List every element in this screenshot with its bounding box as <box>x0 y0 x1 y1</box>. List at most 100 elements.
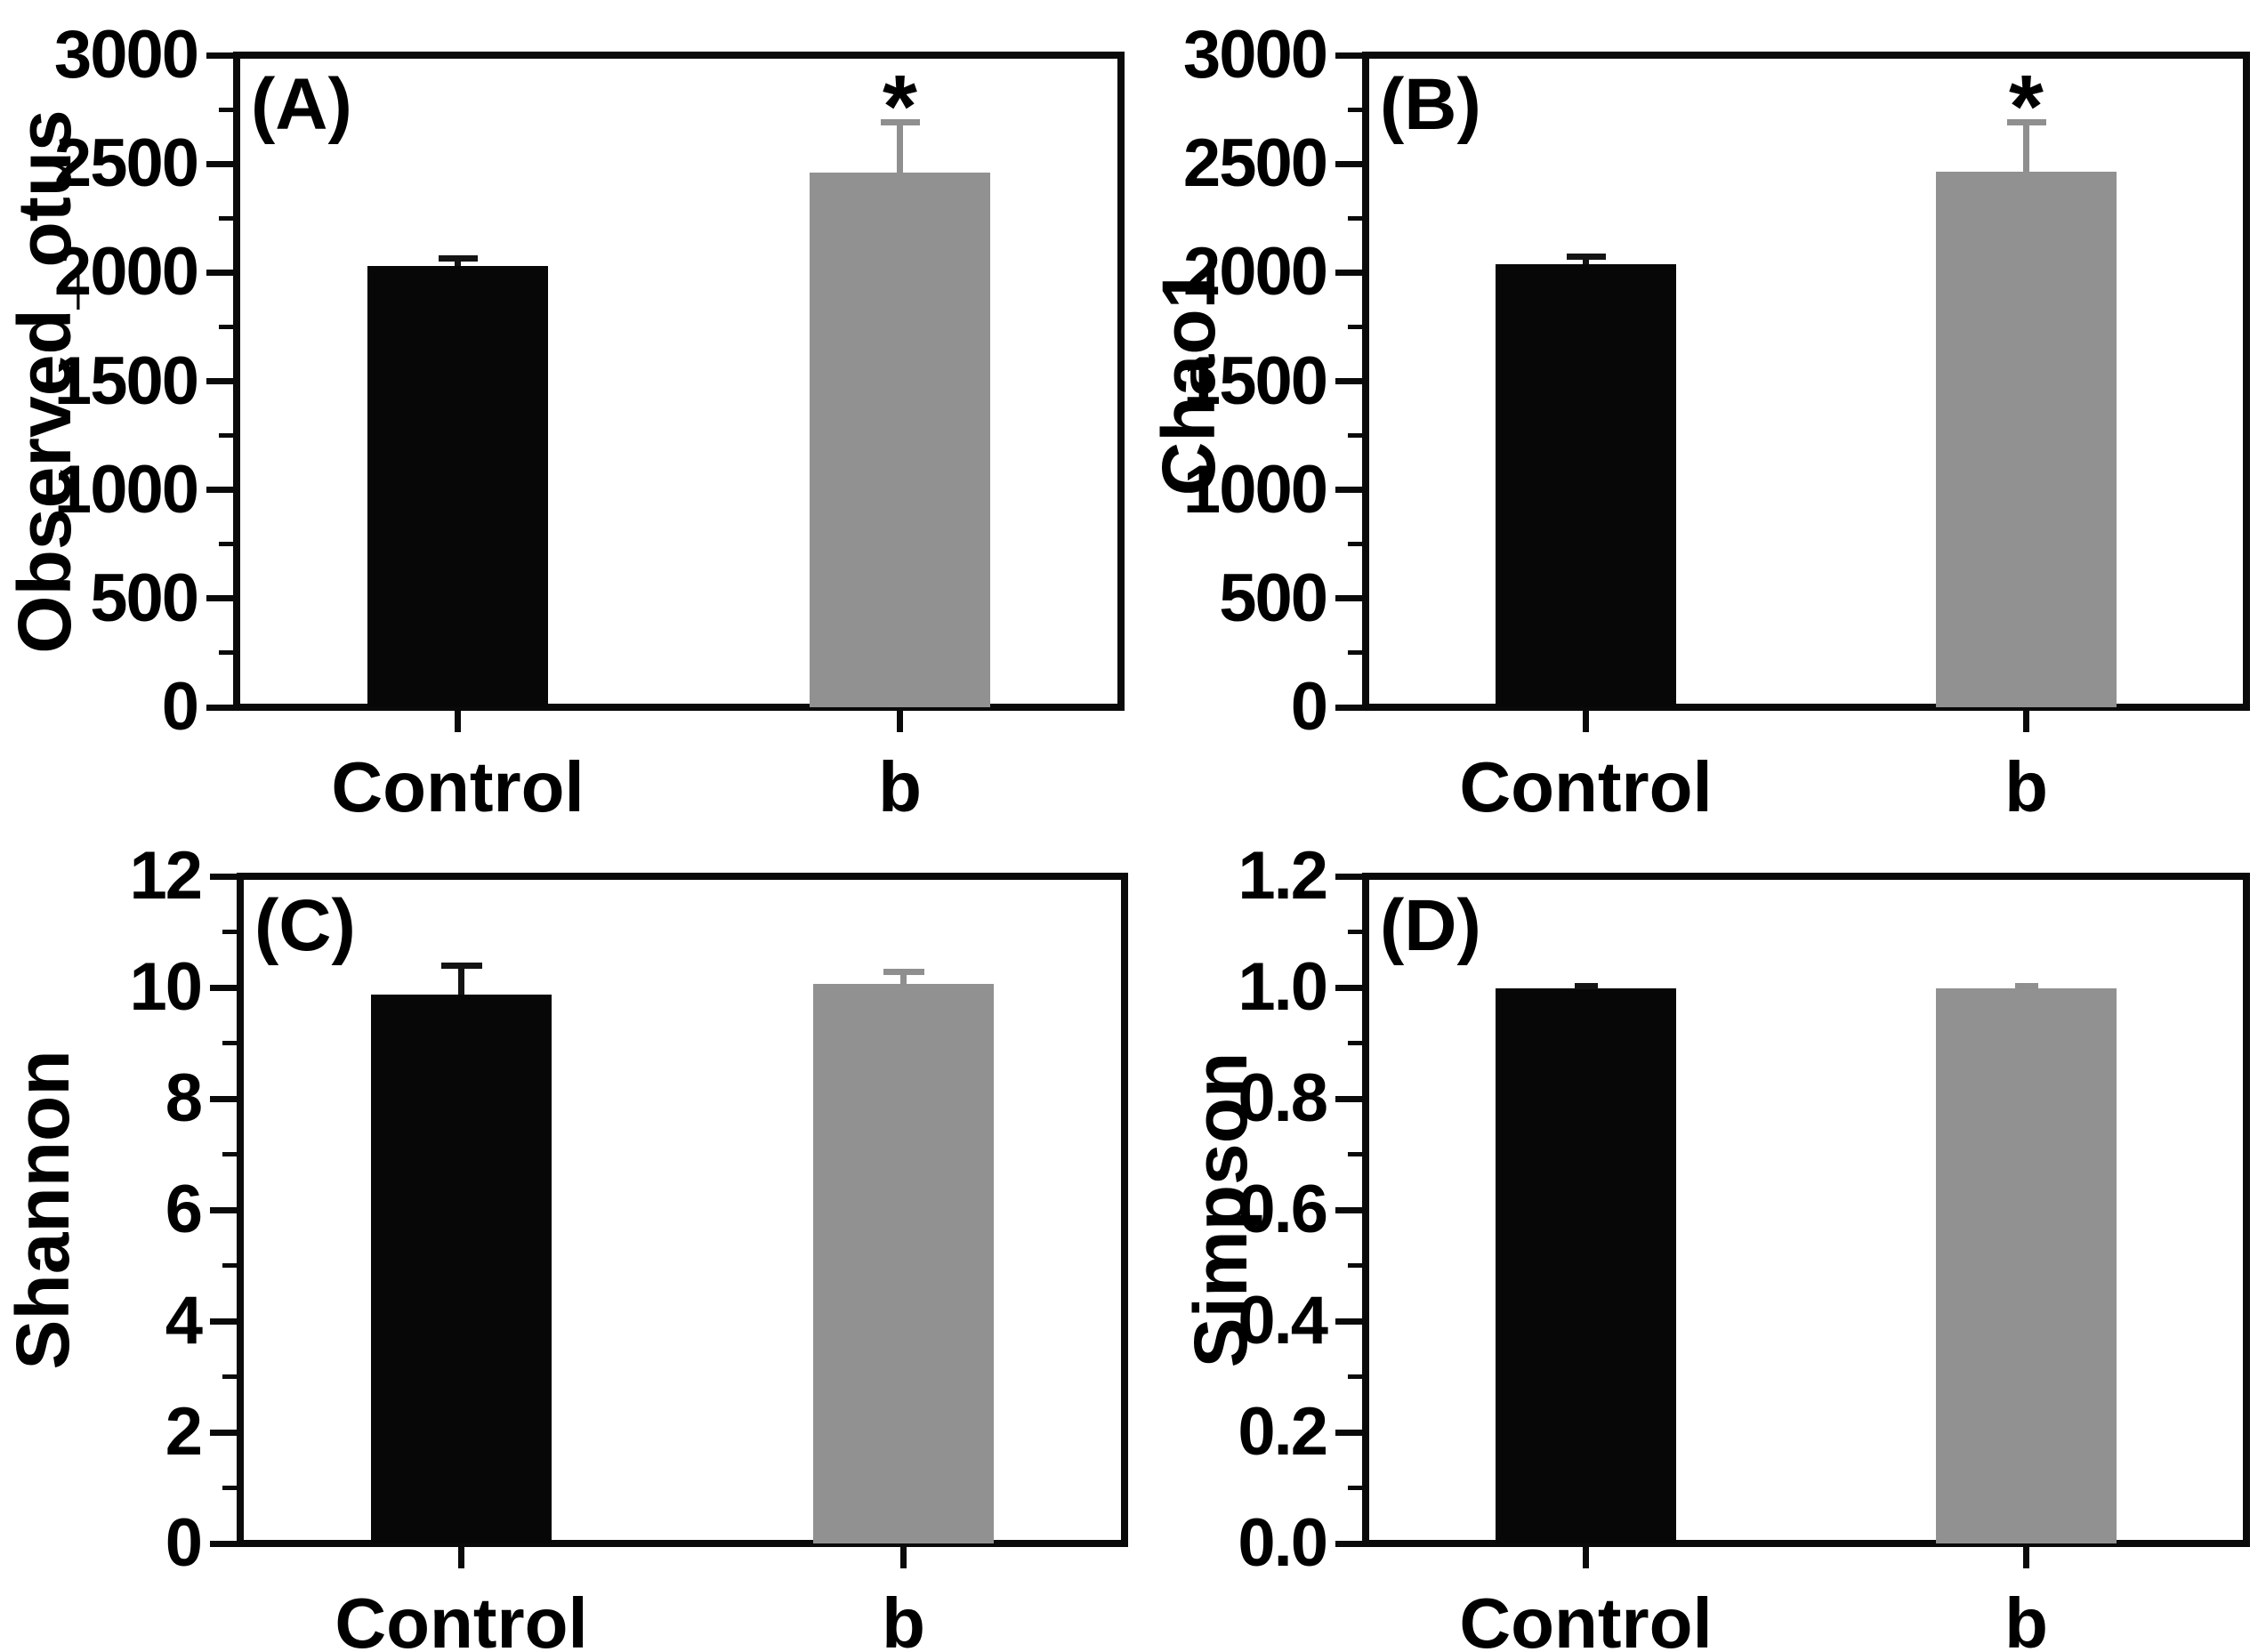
y-major-tick <box>210 984 237 991</box>
bar-control <box>1496 988 1676 1543</box>
y-tick-label: 0.8 <box>1238 1060 1328 1136</box>
y-tick-label: 0 <box>1290 669 1328 745</box>
y-major-tick <box>210 873 237 880</box>
y-major-tick <box>210 1318 237 1325</box>
y-tick-label: 3000 <box>1182 17 1328 93</box>
bar-control <box>371 994 552 1543</box>
y-major-tick <box>1335 487 1362 494</box>
bar-b <box>813 984 994 1543</box>
y-minor-tick <box>219 107 233 112</box>
y-minor-tick <box>1348 324 1362 329</box>
y-major-tick <box>206 378 233 384</box>
y-major-tick <box>206 52 233 59</box>
y-major-tick <box>1335 52 1362 59</box>
y-axis-title: Simpson <box>1179 1052 1262 1368</box>
y-major-tick <box>206 704 233 711</box>
x-category-label: Control <box>1459 747 1713 826</box>
y-tick-label: 0 <box>161 669 199 745</box>
y-major-tick <box>210 1429 237 1436</box>
y-minor-tick <box>1348 930 1362 934</box>
y-minor-tick <box>1348 1041 1362 1045</box>
panel-letter: (C) <box>254 885 356 966</box>
y-minor-tick <box>222 1263 237 1268</box>
y-tick-label: 1500 <box>1182 342 1328 419</box>
y-major-tick <box>1335 1429 1362 1436</box>
y-tick-label: 1000 <box>1182 451 1328 528</box>
bar-b <box>1936 171 2117 707</box>
error-bar-cap <box>2006 119 2046 126</box>
y-minor-tick <box>219 433 233 439</box>
y-minor-tick <box>222 1152 237 1156</box>
error-bar-line <box>458 965 464 995</box>
y-minor-tick <box>1348 1263 1362 1268</box>
y-major-tick <box>1335 160 1362 167</box>
y-major-tick <box>1335 1095 1362 1102</box>
significance-asterisk: * <box>883 57 917 157</box>
y-tick-label: 0.6 <box>1238 1172 1328 1247</box>
y-major-tick <box>1335 704 1362 711</box>
y-major-tick <box>1335 873 1362 880</box>
x-category-label: Control <box>1459 1584 1713 1652</box>
y-minor-tick <box>222 1486 237 1490</box>
plot-frame <box>1362 873 2250 1547</box>
y-major-tick <box>206 595 233 602</box>
y-minor-tick <box>1348 215 1362 221</box>
y-major-tick <box>210 1206 237 1213</box>
y-tick-label: 500 <box>90 560 199 636</box>
y-major-tick <box>1335 269 1362 276</box>
y-tick-label: 12 <box>129 838 203 914</box>
x-tick <box>2023 711 2029 732</box>
x-category-label: Control <box>335 1584 588 1652</box>
x-tick <box>897 711 903 732</box>
x-category-label: b <box>878 747 922 826</box>
y-major-tick <box>1335 1206 1362 1213</box>
y-tick-label: 1.2 <box>1238 838 1328 914</box>
y-tick-label: 500 <box>1219 560 1328 636</box>
error-bar-cap <box>880 119 920 126</box>
x-tick <box>2023 1547 2029 1568</box>
y-major-tick <box>1335 1318 1362 1325</box>
y-tick-label: 1500 <box>53 342 199 419</box>
y-tick-label: 1000 <box>53 451 199 528</box>
y-minor-tick <box>222 930 237 934</box>
y-tick-label: 0.4 <box>1238 1283 1328 1358</box>
bar-b <box>810 172 990 707</box>
y-tick-label: 8 <box>165 1060 203 1136</box>
y-minor-tick <box>1348 650 1362 656</box>
y-tick-label: 3000 <box>53 17 199 93</box>
y-minor-tick <box>1348 433 1362 439</box>
error-bar-cap <box>438 254 478 262</box>
y-minor-tick <box>1348 1486 1362 1490</box>
y-tick-label: 2500 <box>1182 125 1328 202</box>
bar-control <box>1496 263 1676 707</box>
y-tick-label: 0.0 <box>1238 1505 1328 1581</box>
y-major-tick <box>210 1095 237 1102</box>
y-major-tick <box>1335 984 1362 991</box>
error-bar-cap <box>883 969 924 975</box>
y-major-tick <box>210 1540 237 1547</box>
y-tick-label: 1.0 <box>1238 949 1328 1025</box>
error-bar-cap <box>2014 982 2038 989</box>
y-tick-label: 10 <box>129 949 203 1025</box>
y-minor-tick <box>219 542 233 547</box>
error-bar-cap <box>440 962 482 969</box>
y-minor-tick <box>222 1041 237 1045</box>
y-tick-label: 0.2 <box>1238 1394 1328 1470</box>
y-tick-label: 2000 <box>53 234 199 310</box>
y-minor-tick <box>219 324 233 329</box>
significance-asterisk: * <box>2009 57 2044 157</box>
error-bar-line <box>897 122 903 173</box>
plot-frame <box>233 52 1125 711</box>
y-minor-tick <box>1348 107 1362 112</box>
y-minor-tick <box>1348 1374 1362 1379</box>
y-minor-tick <box>222 1374 237 1379</box>
y-tick-label: 2500 <box>53 125 199 202</box>
y-major-tick <box>1335 378 1362 384</box>
y-tick-label: 2000 <box>1182 234 1328 310</box>
x-tick <box>1583 711 1589 732</box>
